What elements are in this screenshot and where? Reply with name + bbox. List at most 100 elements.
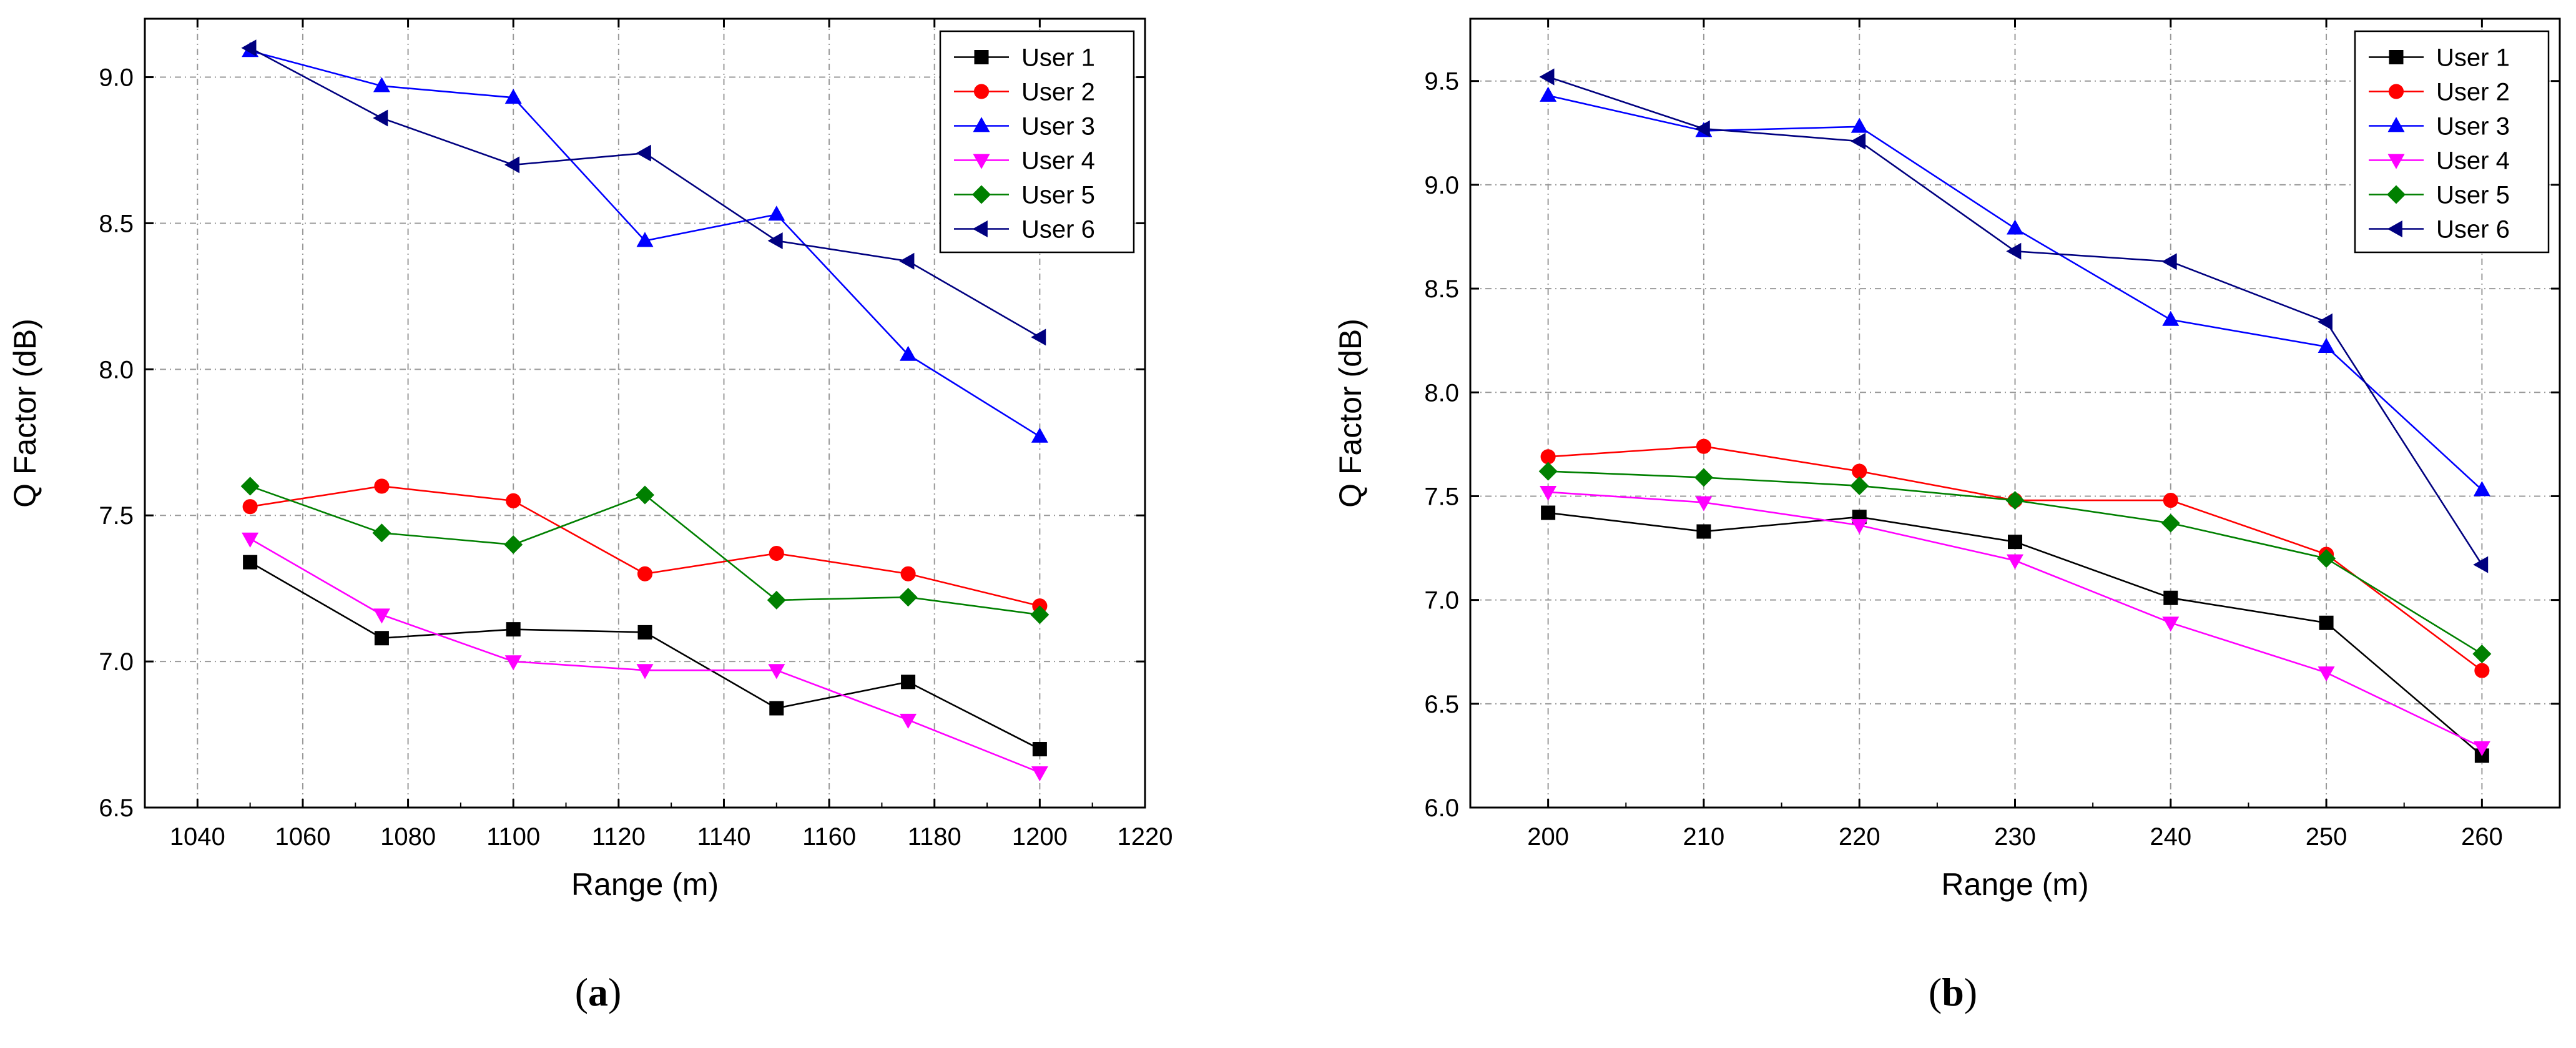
legend-label-b-user-4: User 4 [2436, 147, 2510, 175]
data-point-a-user-4-3 [636, 664, 654, 680]
legend-item-b-user-5: User 5 [2369, 182, 2510, 209]
legend-label-b-user-5: User 5 [2436, 182, 2510, 209]
data-point-b-user-6-2 [1850, 132, 1866, 150]
y-tick-label-b-6.5: 6.5 [1424, 691, 1459, 718]
legend-marker-b-user-6 [2387, 220, 2402, 238]
y-tick-label-a-9: 9.0 [99, 64, 134, 92]
data-point-a-user-6-1 [373, 109, 388, 127]
data-point-a-user-1-1 [374, 631, 389, 646]
data-point-a-user-1-4 [769, 701, 784, 716]
legend-marker-a-user-3 [973, 117, 990, 132]
x-tick-label-a-1040: 1040 [170, 823, 225, 851]
data-point-b-user-4-5 [2318, 666, 2335, 682]
legend-item-a-user-2: User 2 [954, 79, 1095, 106]
data-point-a-user-4-4 [768, 664, 785, 680]
data-point-a-user-4-0 [242, 532, 259, 548]
data-point-a-user-1-3 [637, 625, 652, 640]
legend-item-b-user-1: User 1 [2369, 44, 2510, 72]
series-a-user-6 [241, 39, 1046, 346]
legend-marker-a-user-5 [971, 185, 991, 204]
legend-item-b-user-3: User 3 [2369, 113, 2510, 141]
x-tick-label-a-1060: 1060 [275, 823, 330, 851]
series-b-user-4 [1540, 485, 2490, 756]
y-tick-label-b-9: 9.0 [1424, 172, 1459, 199]
x-tick-label-a-1220: 1220 [1118, 823, 1173, 851]
data-point-a-user-5-2 [504, 535, 523, 555]
data-point-a-user-3-3 [636, 232, 654, 247]
data-point-b-user-4-2 [1851, 519, 1868, 535]
data-point-b-user-6-4 [2161, 253, 2177, 270]
data-point-b-user-6-3 [2006, 242, 2022, 260]
data-point-b-user-4-6 [2473, 741, 2490, 756]
x-tick-label-a-1200: 1200 [1012, 823, 1068, 851]
series-b-user-1 [1541, 505, 2489, 763]
data-point-a-user-2-1 [374, 478, 390, 494]
series-b-user-6 [1539, 68, 2489, 573]
data-point-a-user-5-6 [1030, 605, 1050, 625]
y-tick-label-a-8.5: 8.5 [99, 210, 134, 237]
data-point-b-user-4-0 [1540, 485, 1557, 502]
legend-label-b-user-6: User 6 [2436, 216, 2510, 244]
data-point-b-user-5-6 [2472, 645, 2492, 664]
data-point-a-user-3-2 [504, 89, 522, 104]
legend-label-a-user-1: User 1 [1021, 44, 1095, 72]
x-tick-label-b-200: 200 [1527, 823, 1569, 851]
caption-a: (a) [575, 970, 622, 1014]
x-tick-label-a-1120: 1120 [592, 823, 646, 851]
legend-marker-a-user-1 [974, 50, 989, 64]
data-point-b-user-6-0 [1539, 68, 1555, 86]
y-tick-label-a-7.5: 7.5 [99, 502, 134, 530]
data-point-a-user-5-0 [240, 477, 260, 496]
legend-label-b-user-2: User 2 [2436, 79, 2510, 106]
data-point-a-user-4-6 [1031, 766, 1048, 782]
legend-label-a-user-5: User 5 [1021, 182, 1095, 209]
series-a-user-2 [242, 478, 1048, 614]
x-tick-label-a-1080: 1080 [380, 823, 436, 851]
data-point-b-user-2-1 [1696, 438, 1711, 454]
data-point-b-user-3-2 [1851, 117, 1868, 133]
data-point-a-user-5-1 [372, 523, 391, 543]
series-a-user-3 [242, 42, 1048, 443]
data-point-a-user-5-5 [898, 588, 918, 607]
data-point-b-user-3-6 [2473, 481, 2490, 497]
data-point-b-user-6-1 [1694, 120, 1710, 137]
x-axis-label-b: Range (m) [1941, 867, 2088, 902]
legend-marker-a-user-4 [973, 154, 990, 169]
y-tick-label-b-8.5: 8.5 [1424, 275, 1459, 303]
data-point-a-user-1-2 [506, 622, 521, 637]
data-point-b-user-4-3 [2006, 554, 2024, 570]
data-point-a-user-2-4 [769, 545, 784, 561]
caption-b: (b) [1929, 970, 1977, 1014]
y-tick-label-a-7: 7.0 [99, 648, 134, 676]
legend-label-a-user-4: User 4 [1021, 147, 1095, 175]
plot-frame-a [144, 17, 1146, 809]
y-tick-label-b-6: 6.0 [1424, 794, 1459, 822]
data-point-b-user-1-0 [1541, 505, 1556, 520]
data-point-a-user-6-5 [899, 252, 915, 270]
x-tick-label-b-220: 220 [1839, 823, 1880, 851]
data-point-a-user-1-0 [243, 555, 258, 570]
x-tick-label-b-240: 240 [2150, 823, 2191, 851]
data-point-a-user-1-6 [1032, 741, 1047, 756]
legend-box-a [939, 30, 1135, 254]
data-point-a-user-4-5 [900, 713, 917, 729]
data-point-a-user-2-5 [900, 566, 916, 581]
legend-marker-b-user-1 [2389, 50, 2404, 64]
y-tick-label-b-8: 8.0 [1424, 379, 1459, 407]
data-point-b-user-5-0 [1538, 462, 1558, 481]
data-point-b-user-1-4 [2163, 590, 2178, 605]
y-axis-label-a: Q Factor (dB) [7, 319, 42, 508]
data-point-a-user-6-3 [636, 144, 651, 162]
data-point-b-user-5-2 [1850, 476, 1869, 495]
legend-marker-b-user-4 [2387, 154, 2405, 169]
data-point-b-user-3-4 [2162, 310, 2180, 326]
series-a-user-5 [240, 477, 1050, 625]
data-point-a-user-1-5 [901, 675, 916, 690]
data-point-b-user-5-4 [2161, 513, 2180, 533]
data-point-a-user-6-2 [504, 156, 520, 174]
y-tick-label-a-8: 8.0 [99, 356, 134, 383]
x-tick-label-a-1100: 1100 [486, 823, 540, 851]
data-point-b-user-4-1 [1695, 496, 1713, 512]
